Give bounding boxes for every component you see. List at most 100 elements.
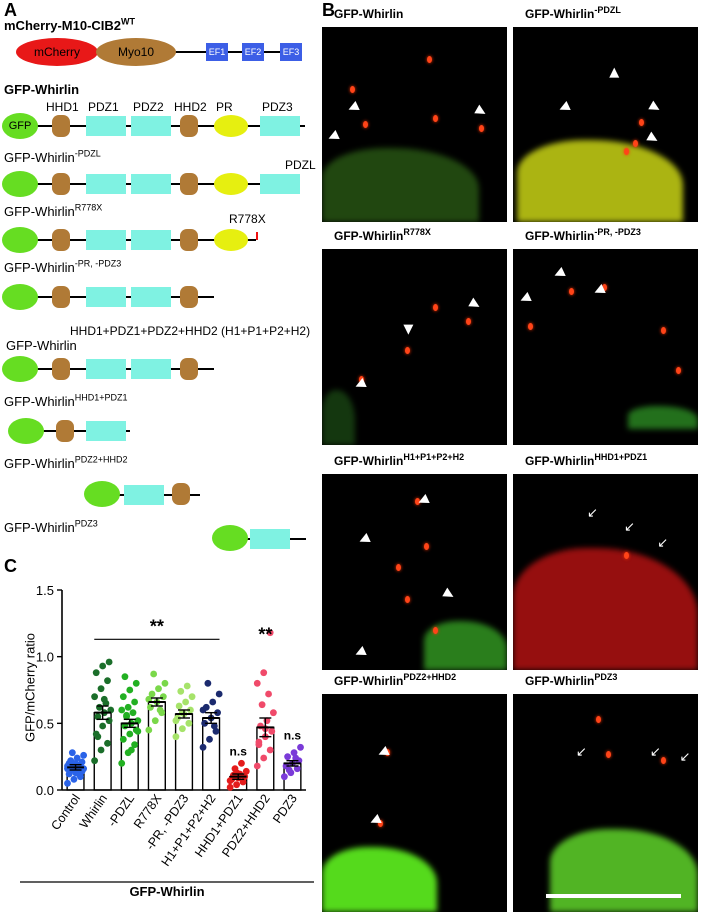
- pdzl-pdz2: [131, 174, 171, 194]
- micrograph-title-sup: H1+P1+P2+H2: [403, 452, 465, 462]
- prpdz3-pdz2: [131, 287, 171, 307]
- data-point: [199, 743, 207, 751]
- y-tick-label: 1.0: [36, 650, 54, 665]
- prpdz3-pdz1: [86, 287, 126, 307]
- data-point: [97, 746, 105, 754]
- hhd1pdz1-pdz1: [86, 421, 126, 441]
- pdz2hhd2-pdz2: [124, 485, 164, 505]
- prpdz3-hhd1: [52, 286, 70, 308]
- micrograph-title: GFP-WhirlinHHD1+PDZ1: [525, 453, 647, 469]
- data-point: [233, 769, 241, 777]
- data-point: [73, 754, 81, 762]
- fluorescent-punctum: [601, 284, 607, 292]
- micrograph-title-sup: PDZ3: [594, 672, 618, 682]
- arrowhead-icon: ◀: [352, 375, 368, 394]
- data-point: [172, 717, 180, 725]
- fluorescent-punctum: [427, 56, 433, 64]
- r778x-trunc-label: R778X: [229, 212, 266, 226]
- data-point: [91, 757, 98, 765]
- data-point: [265, 690, 272, 698]
- significance-label: n.s: [284, 728, 302, 742]
- data-point: [134, 727, 142, 735]
- data-point: [188, 693, 196, 701]
- pdz3-domain: [260, 116, 300, 136]
- fluorescent-punctum: [638, 118, 644, 126]
- data-point: [159, 693, 167, 701]
- micrograph-title-sup: -PDZL: [594, 5, 621, 15]
- data-point: [210, 722, 218, 730]
- data-point: [78, 758, 86, 766]
- data-point: [242, 767, 250, 775]
- data-point: [290, 749, 298, 757]
- fluorescent-punctum: [423, 542, 429, 550]
- data-point: [182, 698, 190, 706]
- fluorescent-punctum: [466, 317, 472, 325]
- data-point: [94, 733, 102, 741]
- r778x-hhd1: [52, 229, 70, 251]
- data-point: [185, 719, 193, 727]
- data-point: [285, 766, 293, 774]
- data-point: [151, 717, 159, 725]
- significance-label: n.s: [230, 744, 248, 758]
- label-hhd1: HHD1: [46, 100, 79, 114]
- cib2-construct-title: mCherry-M10-CIB2WT: [4, 17, 135, 33]
- data-point: [270, 709, 277, 717]
- data-point: [233, 781, 241, 789]
- pdz1-domain: [86, 116, 126, 136]
- arrowhead-icon: ▲: [609, 65, 620, 80]
- micrograph-title: GFP-Whirlin-PDZL: [525, 5, 621, 22]
- data-point: [99, 662, 107, 670]
- arrowhead-icon: ◀: [466, 295, 484, 314]
- data-point: [226, 783, 234, 791]
- micrograph-image: ↙ ↙ ↙: [513, 474, 698, 670]
- r778x-hhd2: [180, 229, 198, 251]
- data-point: [260, 669, 268, 677]
- data-point: [119, 693, 127, 701]
- data-point: [155, 685, 162, 693]
- prpdz3-hhd2: [180, 286, 198, 308]
- fluorescence-region: [322, 390, 356, 445]
- micrograph-title-text: GFP-Whirlin: [525, 454, 595, 468]
- data-point: [239, 778, 247, 786]
- data-point: [183, 682, 191, 690]
- data-point: [121, 673, 129, 681]
- micrograph-title-text: GFP-Whirlin: [525, 674, 595, 688]
- construct-h1p1p2h2-name: GFP-Whirlin: [6, 338, 77, 353]
- data-point: [255, 741, 263, 749]
- data-point: [132, 679, 140, 687]
- data-point: [104, 677, 111, 685]
- h1p1p2h2-hhd2: [180, 358, 198, 380]
- label-pr: PR: [216, 100, 233, 114]
- fluorescent-punctum: [661, 757, 666, 765]
- mcherry-domain: mCherry: [16, 38, 98, 66]
- micrograph-title: GFP-WhirlinPDZ2+HHD2: [334, 673, 456, 689]
- arrowhead-icon: ◀: [556, 98, 572, 117]
- fluorescence-region: [322, 846, 437, 912]
- gfp-domain: GFP: [2, 113, 38, 139]
- panel-letter-b: B: [322, 0, 335, 20]
- r778x-trunc-mark: [256, 232, 258, 240]
- arrowhead-icon: ◀: [374, 743, 391, 762]
- arrow-icon: ↙: [587, 506, 598, 522]
- data-point: [118, 706, 126, 714]
- micrograph-image: ◀ ◀: [322, 694, 507, 912]
- arrowhead-icon: ◀: [352, 644, 368, 662]
- data-point: [260, 754, 268, 762]
- data-point: [64, 779, 71, 787]
- fluorescent-punctum: [349, 85, 355, 93]
- data-point: [96, 703, 103, 711]
- myo10-domain: Myo10: [96, 38, 176, 66]
- data-point: [126, 686, 134, 694]
- fluorescent-punctum: [359, 376, 364, 384]
- hhd2-domain: [180, 115, 198, 137]
- h1p1p2h2-pdz1: [86, 359, 126, 379]
- data-point: [148, 690, 156, 698]
- data-point: [94, 713, 102, 721]
- arrowhead-icon: ◀: [472, 102, 489, 121]
- construct-pdz3-name: GFP-WhirlinPDZ3: [4, 518, 98, 535]
- data-point: [145, 726, 153, 734]
- fluorescent-punctum: [433, 303, 438, 311]
- hhd1-domain: [52, 115, 70, 137]
- construct-r778x-name: GFP-WhirlinR778X: [4, 202, 103, 219]
- significance-label: **: [150, 617, 164, 637]
